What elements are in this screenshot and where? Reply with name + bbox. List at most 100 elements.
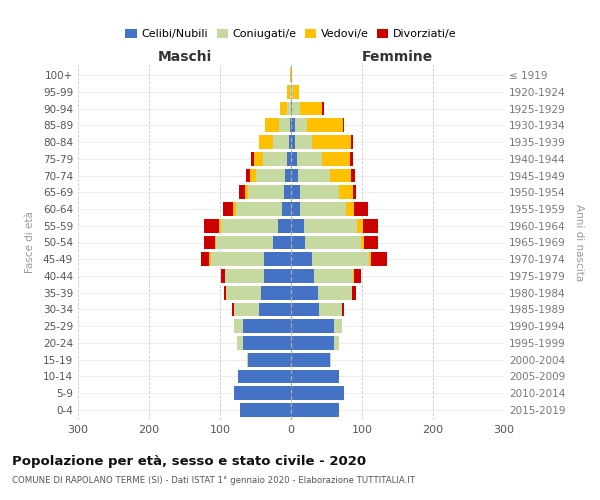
Bar (352, 168, 355, 182)
Bar (237, 336, 243, 350)
Bar (295, 118, 307, 132)
Bar (248, 186, 284, 199)
Bar (291, 219, 304, 232)
Bar (215, 236, 217, 250)
Bar (338, 186, 353, 199)
Bar (371, 252, 387, 266)
Bar (354, 269, 361, 283)
Bar (223, 202, 233, 216)
Bar (291, 236, 305, 250)
Text: Maschi: Maschi (157, 50, 212, 64)
Bar (334, 320, 342, 333)
Bar (291, 353, 330, 366)
Bar (264, 252, 291, 266)
Bar (205, 236, 215, 250)
Bar (291, 152, 296, 166)
Bar (234, 386, 291, 400)
Text: COMUNE DI RAPOLANO TERME (SI) - Dati ISTAT 1° gennaio 2020 - Elaborazione TUTTIT: COMUNE DI RAPOLANO TERME (SI) - Dati IST… (12, 476, 415, 485)
Bar (287, 102, 291, 116)
Bar (291, 68, 292, 82)
Bar (291, 320, 334, 333)
Bar (314, 269, 353, 283)
Bar (234, 320, 243, 333)
Bar (273, 135, 289, 149)
Bar (318, 286, 352, 300)
Bar (353, 269, 354, 283)
Bar (290, 68, 291, 82)
Bar (299, 102, 322, 116)
Bar (293, 85, 299, 98)
Bar (305, 236, 361, 250)
Bar (291, 168, 298, 182)
Bar (221, 219, 278, 232)
Bar (299, 186, 338, 199)
Bar (313, 135, 352, 149)
Bar (330, 353, 331, 366)
Bar (319, 302, 342, 316)
Bar (291, 85, 293, 98)
Bar (291, 118, 295, 132)
Bar (354, 202, 368, 216)
Bar (248, 353, 291, 366)
Bar (357, 219, 363, 232)
Bar (205, 219, 218, 232)
Bar (330, 168, 352, 182)
Bar (291, 302, 319, 316)
Bar (283, 202, 291, 216)
Bar (296, 152, 322, 166)
Bar (334, 336, 339, 350)
Bar (291, 102, 292, 116)
Bar (261, 286, 291, 300)
Bar (287, 85, 290, 98)
Bar (279, 118, 290, 132)
Text: Femmine: Femmine (362, 50, 433, 64)
Bar (290, 85, 291, 98)
Bar (350, 152, 353, 166)
Bar (346, 202, 354, 216)
Bar (240, 403, 291, 417)
Bar (291, 370, 339, 384)
Bar (278, 219, 291, 232)
Bar (256, 168, 286, 182)
Bar (291, 202, 299, 216)
Bar (225, 269, 264, 283)
Bar (313, 252, 369, 266)
Bar (224, 286, 226, 300)
Bar (250, 168, 256, 182)
Bar (209, 252, 211, 266)
Bar (363, 219, 379, 232)
Bar (298, 168, 330, 182)
Bar (243, 320, 291, 333)
Bar (361, 236, 364, 250)
Bar (291, 403, 339, 417)
Bar (289, 135, 291, 149)
Bar (221, 269, 225, 283)
Bar (364, 236, 379, 250)
Bar (322, 102, 323, 116)
Bar (254, 152, 263, 166)
Bar (352, 286, 356, 300)
Bar (226, 286, 261, 300)
Y-axis label: Anni di nascita: Anni di nascita (574, 204, 584, 281)
Bar (234, 302, 259, 316)
Bar (218, 219, 221, 232)
Bar (291, 269, 314, 283)
Bar (259, 135, 273, 149)
Bar (307, 118, 343, 132)
Bar (342, 302, 344, 316)
Bar (239, 186, 245, 199)
Bar (291, 386, 344, 400)
Bar (201, 252, 209, 266)
Bar (259, 302, 291, 316)
Bar (352, 135, 353, 149)
Bar (273, 236, 291, 250)
Bar (246, 168, 250, 182)
Bar (291, 252, 313, 266)
Bar (291, 135, 295, 149)
Text: Popolazione per età, sesso e stato civile - 2020: Popolazione per età, sesso e stato civil… (12, 455, 366, 468)
Bar (291, 186, 299, 199)
Bar (291, 336, 334, 350)
Bar (238, 370, 291, 384)
Bar (243, 336, 291, 350)
Bar (322, 152, 350, 166)
